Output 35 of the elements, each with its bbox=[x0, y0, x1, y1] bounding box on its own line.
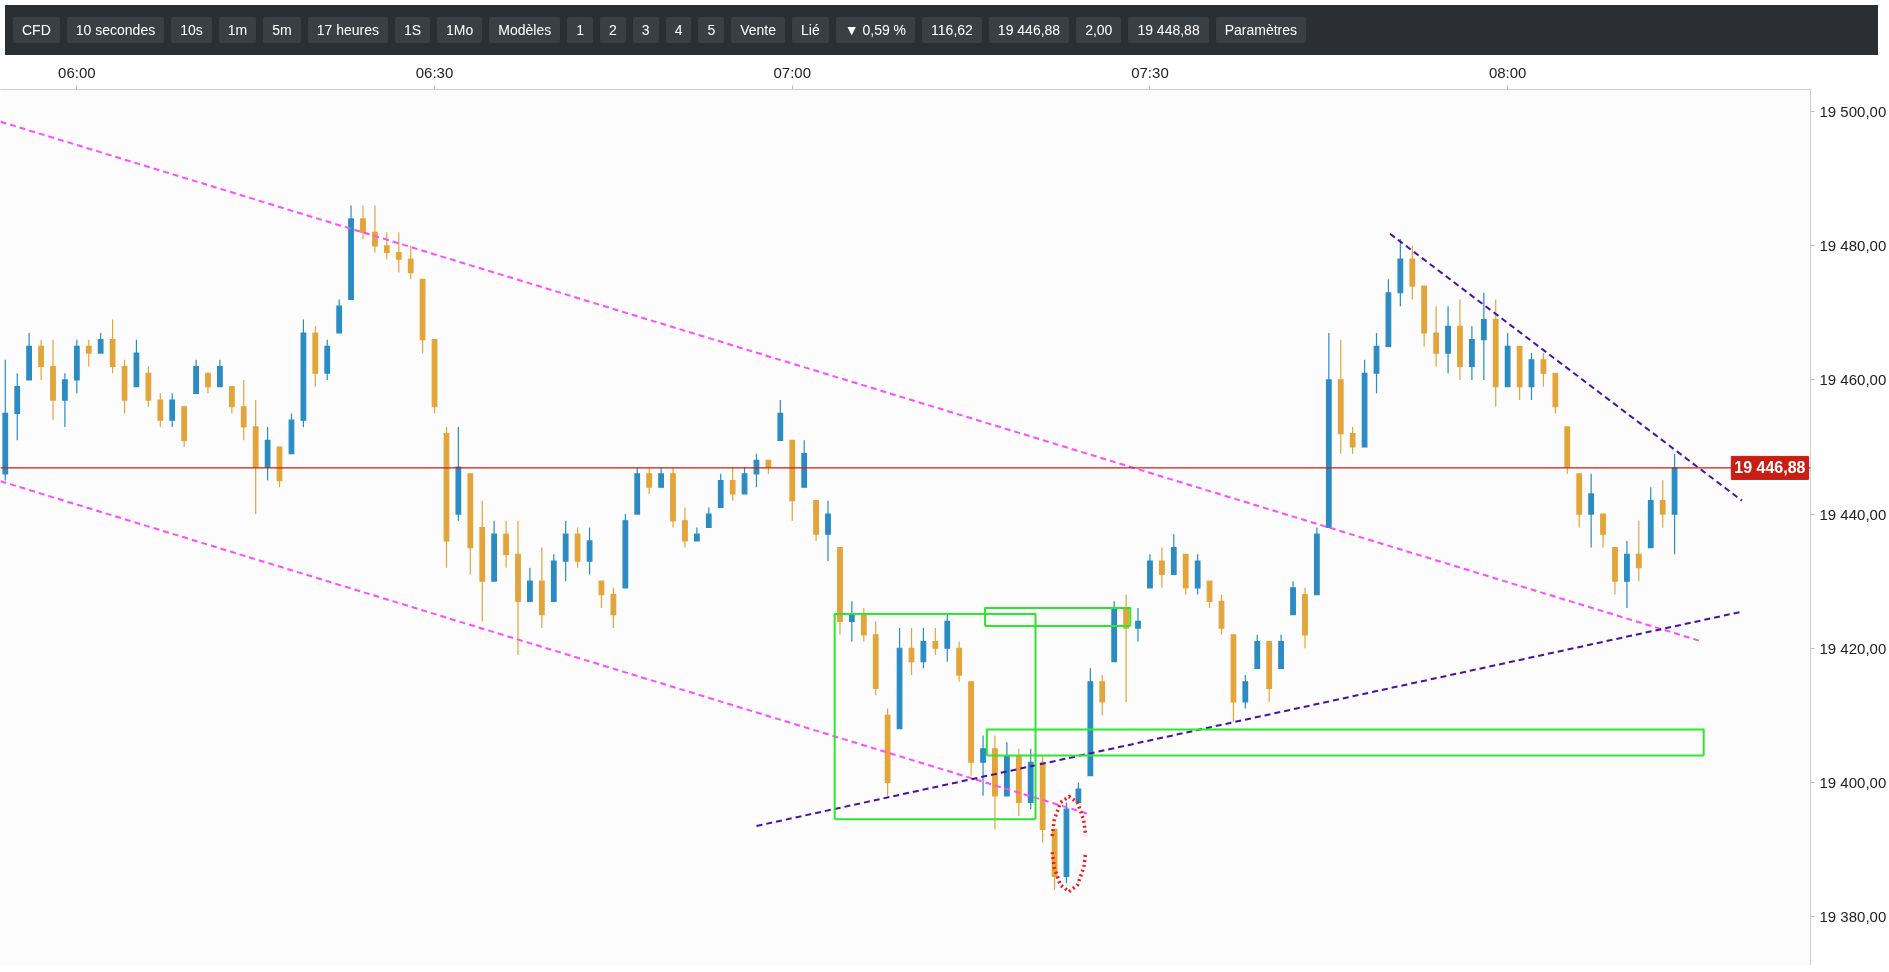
ref-line-label: 19 446,88 bbox=[1734, 459, 1806, 477]
y-tick-label: 19 400,00 bbox=[1819, 773, 1887, 791]
text: 19 448,88 bbox=[1128, 17, 1209, 43]
text: ▼ 0,59 % bbox=[835, 17, 916, 43]
text: 3 bbox=[632, 17, 659, 43]
y-tick-label: 19 500,00 bbox=[1819, 103, 1887, 121]
text: Modèles bbox=[489, 17, 561, 43]
text: 2,00 bbox=[1076, 17, 1122, 43]
text: 1m bbox=[218, 17, 257, 43]
x-tick-label: 06:30 bbox=[415, 63, 454, 81]
x-tick-label: 08:00 bbox=[1488, 63, 1527, 81]
text: 5 bbox=[698, 17, 725, 43]
text: Lié bbox=[792, 17, 829, 43]
y-tick-label: 19 440,00 bbox=[1819, 505, 1887, 523]
text: 10s bbox=[171, 17, 212, 43]
text: Vente bbox=[731, 17, 786, 43]
text: 2 bbox=[600, 17, 626, 43]
text: 10 secondes bbox=[66, 17, 165, 43]
x-tick-label: 07:00 bbox=[773, 63, 812, 81]
x-tick-label: 06:00 bbox=[58, 63, 96, 81]
text: 1S bbox=[394, 17, 431, 43]
y-tick-label: 19 460,00 bbox=[1819, 371, 1887, 389]
text: 5m bbox=[263, 17, 301, 43]
text: 19 446,88 bbox=[988, 17, 1070, 43]
text: 1Mo bbox=[437, 17, 483, 43]
text: CFD bbox=[13, 17, 60, 43]
text: 1 bbox=[567, 17, 594, 43]
text: 17 heures bbox=[307, 17, 388, 43]
text: 4 bbox=[665, 17, 692, 43]
x-tick-label: 07:30 bbox=[1131, 63, 1169, 81]
text: Paramètres bbox=[1215, 17, 1307, 43]
y-tick-label: 19 380,00 bbox=[1819, 908, 1887, 926]
y-tick-label: 19 480,00 bbox=[1819, 237, 1887, 255]
y-tick-label: 19 420,00 bbox=[1819, 639, 1887, 657]
text: 116,62 bbox=[922, 17, 982, 43]
